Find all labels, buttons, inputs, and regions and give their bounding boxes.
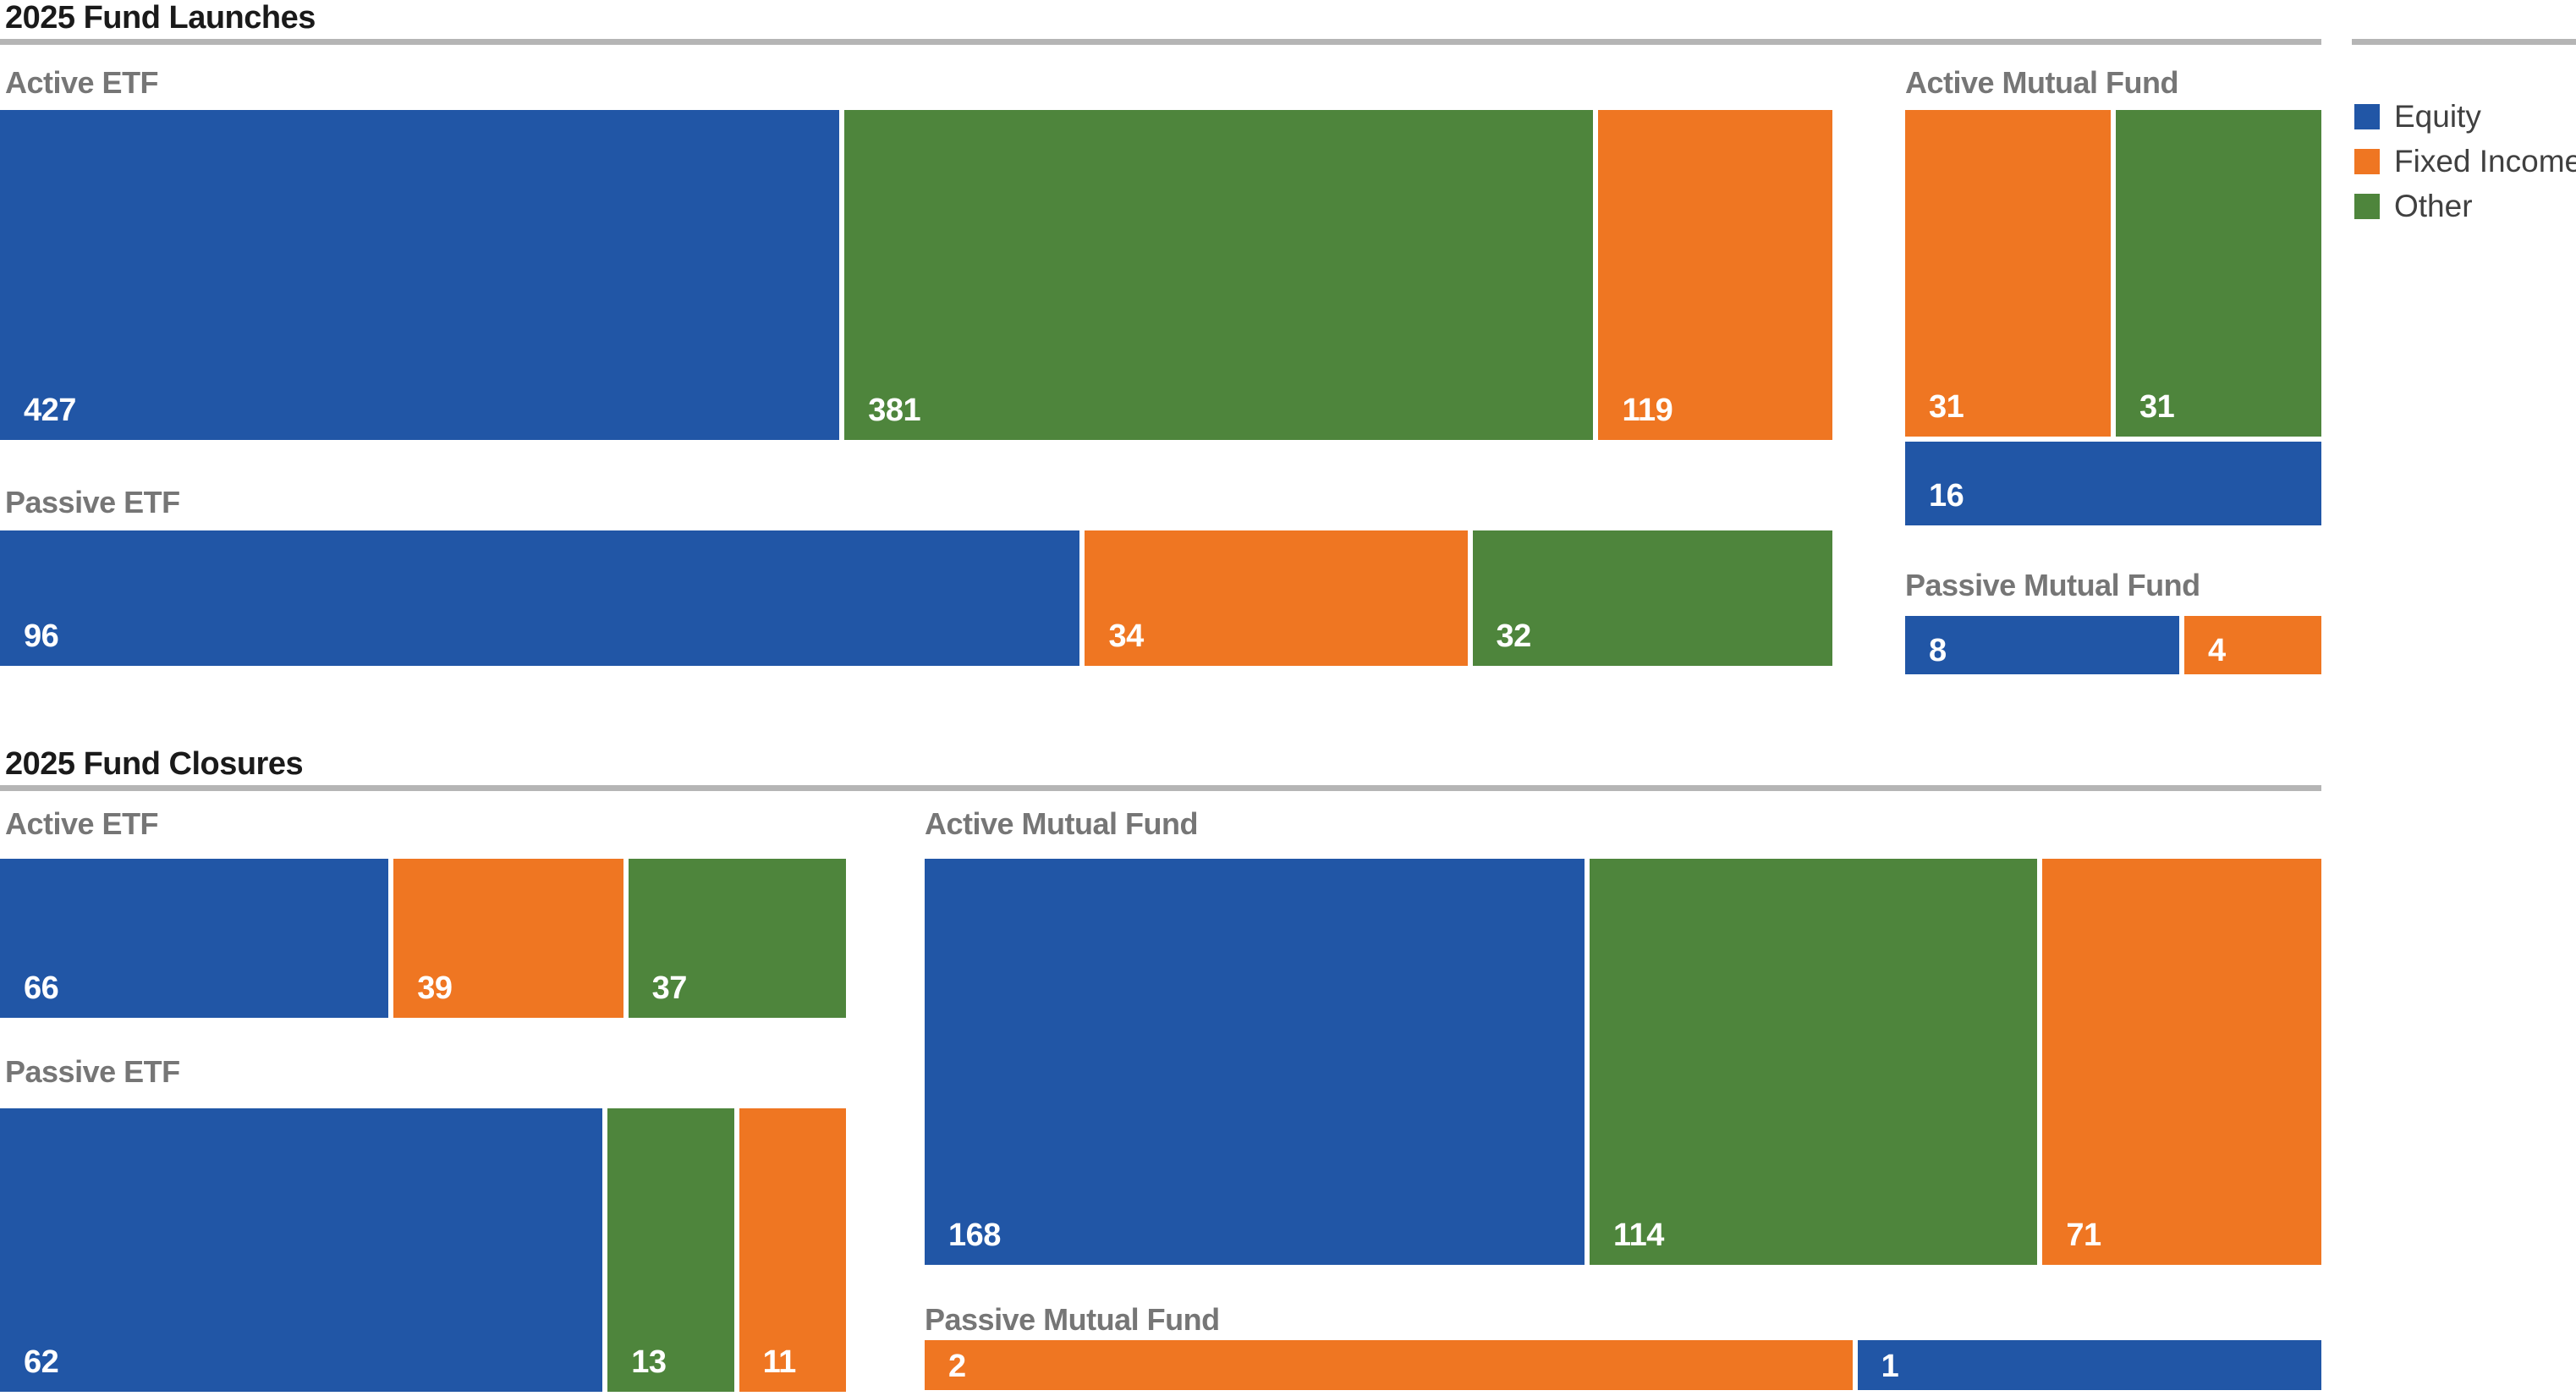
segment-value-label: 96 (24, 618, 59, 654)
bar-closures-active-etf: 66 39 37 (0, 859, 847, 1018)
segment-value-label: 4 (2208, 633, 2226, 668)
bar-launches-active-etf: 427 381 119 (0, 110, 1832, 440)
legend-label-fixed-income: Fixed Income (2394, 144, 2576, 179)
segment-fixed-income: 71 (2042, 859, 2321, 1265)
segment-equity: 427 (0, 110, 840, 440)
segment-value-label: 427 (24, 393, 76, 428)
panel-label-launches-passive-etf: Passive ETF (5, 485, 180, 519)
segment-other: 13 (607, 1108, 734, 1392)
segment-value-label: 66 (24, 970, 59, 1006)
segment-equity: 16 (1905, 441, 2321, 525)
legend-item-fixed-income: Fixed Income (2354, 144, 2576, 179)
segment-value-label: 11 (762, 1344, 797, 1380)
treemap-row-top: 31 31 (1905, 110, 2321, 437)
segment-value-label: 34 (1108, 618, 1144, 654)
panel-label-launches-active-etf: Active ETF (5, 65, 159, 100)
divider-closures (0, 785, 2321, 791)
treemap-row-bottom: 16 (1905, 441, 2321, 525)
segment-equity: 1 (1857, 1340, 2321, 1390)
segment-value-label: 37 (651, 970, 688, 1006)
segment-other: 32 (1472, 530, 1832, 666)
segment-value-label: 2 (948, 1349, 966, 1384)
segment-fixed-income: 39 (393, 859, 623, 1018)
segment-equity: 8 (1905, 616, 2179, 674)
segment-fixed-income: 4 (2184, 616, 2321, 674)
segment-value-label: 168 (948, 1217, 1001, 1253)
legend: Equity Fixed Income Other (2354, 99, 2576, 239)
segment-fixed-income: 34 (1085, 530, 1468, 666)
segment-value-label: 39 (417, 970, 453, 1006)
legend-label-equity: Equity (2394, 99, 2481, 134)
segment-value-label: 31 (1929, 388, 1964, 425)
divider-legend (2352, 39, 2576, 45)
segment-value-label: 31 (2139, 388, 2175, 425)
segment-value-label: 13 (631, 1344, 667, 1380)
segment-equity: 168 (925, 859, 1585, 1265)
segment-value-label: 114 (1613, 1217, 1664, 1253)
treemap-launches-active-mutual-fund: 31 31 16 (1905, 110, 2321, 525)
panel-label-closures-passive-mutual-fund: Passive Mutual Fund (925, 1302, 1220, 1337)
panel-label-closures-passive-etf: Passive ETF (5, 1054, 180, 1089)
panel-label-closures-active-mutual-fund: Active Mutual Fund (925, 806, 1199, 841)
segment-equity: 96 (0, 530, 1080, 666)
section-title-launches: 2025 Fund Launches (5, 0, 316, 36)
legend-swatch-equity-icon (2354, 104, 2380, 129)
segment-value-label: 1 (1881, 1349, 1899, 1384)
segment-other: 114 (1590, 859, 2038, 1265)
legend-item-other: Other (2354, 189, 2576, 223)
segment-equity: 66 (0, 859, 389, 1018)
panel-label-launches-active-mutual-fund: Active Mutual Fund (1905, 65, 2179, 100)
segment-other: 37 (628, 859, 847, 1018)
legend-swatch-other-icon (2354, 194, 2380, 219)
segment-value-label: 381 (868, 393, 921, 428)
legend-item-equity: Equity (2354, 99, 2576, 134)
segment-value-label: 119 (1622, 393, 1673, 428)
segment-fixed-income: 31 (1905, 110, 2111, 437)
segment-fixed-income: 119 (1598, 110, 1832, 440)
section-title-closures: 2025 Fund Closures (5, 746, 304, 782)
segment-fixed-income: 11 (739, 1108, 846, 1392)
panel-label-closures-active-etf: Active ETF (5, 806, 159, 841)
segment-value-label: 8 (1929, 633, 1947, 668)
segment-value-label: 16 (1929, 478, 1964, 514)
segment-equity: 62 (0, 1108, 603, 1392)
segment-fixed-income: 2 (925, 1340, 1853, 1390)
legend-swatch-fixed-income-icon (2354, 149, 2380, 174)
segment-value-label: 71 (2066, 1217, 2101, 1253)
bar-closures-passive-etf: 62 13 11 (0, 1108, 846, 1392)
legend-label-other: Other (2394, 189, 2473, 223)
segment-value-label: 62 (24, 1344, 59, 1380)
panel-label-launches-passive-mutual-fund: Passive Mutual Fund (1905, 568, 2200, 602)
segment-other: 31 (2116, 110, 2321, 437)
segment-other: 381 (844, 110, 1594, 440)
bar-closures-active-mutual-fund: 168 114 71 (925, 859, 2321, 1265)
divider-launches (0, 39, 2321, 45)
bar-launches-passive-etf: 96 34 32 (0, 530, 1832, 666)
segment-value-label: 32 (1496, 618, 1532, 654)
